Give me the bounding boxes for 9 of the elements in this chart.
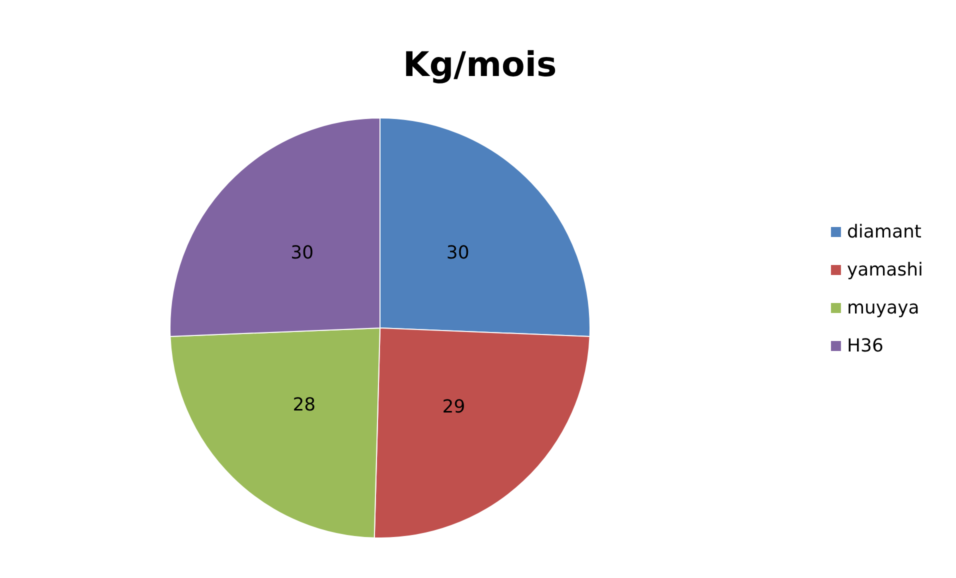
legend-label: yamashi — [846, 260, 924, 280]
data-label: 29 — [442, 396, 466, 418]
chart-title: Kg/mois — [403, 45, 557, 85]
data-label: 28 — [292, 394, 316, 416]
legend-label: diamant — [846, 222, 922, 242]
legend-label: H36 — [846, 336, 884, 356]
legend-label: muyaya — [846, 298, 920, 318]
data-label: 30 — [446, 242, 470, 264]
data-label: 30 — [290, 242, 314, 264]
